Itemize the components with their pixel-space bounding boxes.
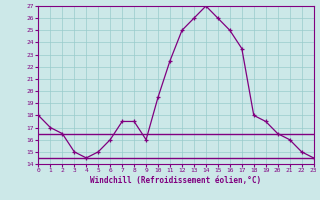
X-axis label: Windchill (Refroidissement éolien,°C): Windchill (Refroidissement éolien,°C)	[91, 176, 261, 185]
